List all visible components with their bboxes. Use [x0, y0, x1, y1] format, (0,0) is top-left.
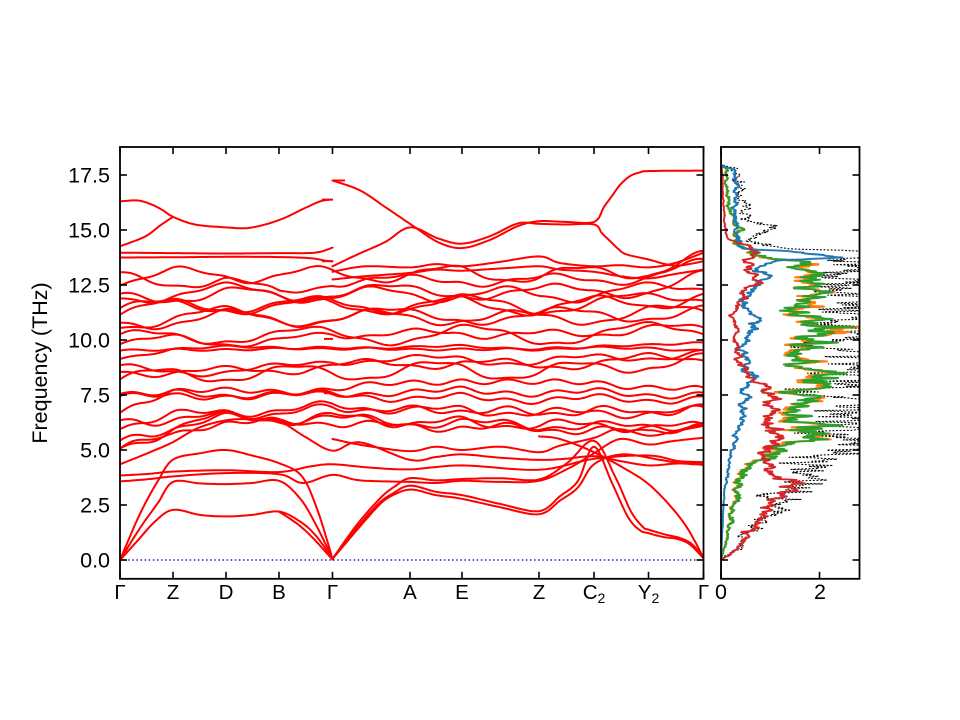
- svg-text:0: 0: [715, 580, 727, 604]
- svg-text:Z: Z: [167, 581, 180, 604]
- svg-text:17.5: 17.5: [68, 164, 110, 188]
- svg-text:0.0: 0.0: [80, 549, 110, 573]
- svg-text:2.5: 2.5: [80, 494, 110, 518]
- svg-text:12.5: 12.5: [68, 274, 110, 298]
- svg-text:Γ: Γ: [698, 581, 709, 604]
- svg-text:Γ: Γ: [327, 581, 338, 604]
- svg-text:15.0: 15.0: [68, 219, 110, 243]
- svg-text:10.0: 10.0: [68, 329, 110, 353]
- svg-text:B: B: [272, 581, 286, 604]
- svg-text:7.5: 7.5: [80, 384, 110, 408]
- svg-text:D: D: [219, 581, 234, 604]
- svg-text:5.0: 5.0: [80, 439, 110, 463]
- svg-text:E: E: [455, 581, 469, 604]
- svg-text:A: A: [403, 581, 417, 604]
- svg-text:Γ: Γ: [114, 581, 125, 604]
- svg-text:Z: Z: [533, 581, 546, 604]
- svg-text:Frequency (THz): Frequency (THz): [28, 282, 52, 443]
- svg-text:2: 2: [814, 580, 826, 604]
